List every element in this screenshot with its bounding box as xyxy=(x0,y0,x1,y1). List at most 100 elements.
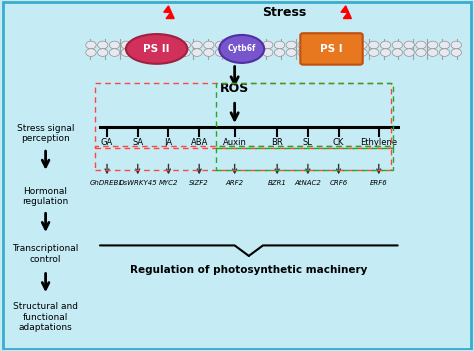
Circle shape xyxy=(428,41,438,49)
Circle shape xyxy=(192,49,202,57)
Text: Regulation of photosynthetic machinery: Regulation of photosynthetic machinery xyxy=(130,265,367,274)
Text: SlZF2: SlZF2 xyxy=(189,180,209,186)
Circle shape xyxy=(451,41,462,49)
Text: Cytb6f: Cytb6f xyxy=(228,45,256,53)
Circle shape xyxy=(392,41,402,49)
Text: MYC2: MYC2 xyxy=(159,180,178,186)
Text: AtNAC2: AtNAC2 xyxy=(294,180,321,186)
Circle shape xyxy=(98,49,108,57)
Circle shape xyxy=(357,41,367,49)
Circle shape xyxy=(133,41,143,49)
Ellipse shape xyxy=(126,34,187,64)
Circle shape xyxy=(204,49,214,57)
Circle shape xyxy=(156,49,167,57)
Circle shape xyxy=(227,49,237,57)
Text: ABA: ABA xyxy=(191,138,208,147)
Text: PS II: PS II xyxy=(144,44,170,54)
Circle shape xyxy=(133,49,143,57)
Text: Stress signal
perception: Stress signal perception xyxy=(17,124,74,143)
Circle shape xyxy=(251,41,261,49)
Circle shape xyxy=(451,49,462,57)
Circle shape xyxy=(251,49,261,57)
Text: GA: GA xyxy=(101,138,113,147)
Circle shape xyxy=(345,49,356,57)
Text: OsWRKY45: OsWRKY45 xyxy=(118,180,157,186)
Circle shape xyxy=(298,49,308,57)
Circle shape xyxy=(286,41,297,49)
FancyBboxPatch shape xyxy=(301,33,363,65)
Bar xyxy=(216,146,393,170)
Circle shape xyxy=(298,41,308,49)
Circle shape xyxy=(98,41,108,49)
Circle shape xyxy=(239,49,249,57)
Text: Transcriptional
control: Transcriptional control xyxy=(12,244,79,264)
Circle shape xyxy=(180,41,191,49)
Circle shape xyxy=(439,49,450,57)
Circle shape xyxy=(263,41,273,49)
Circle shape xyxy=(109,41,120,49)
Circle shape xyxy=(380,49,391,57)
Circle shape xyxy=(274,41,285,49)
Text: SA: SA xyxy=(132,138,143,147)
Circle shape xyxy=(109,49,120,57)
Text: BZR1: BZR1 xyxy=(268,180,287,186)
Text: CRF6: CRF6 xyxy=(329,180,348,186)
Polygon shape xyxy=(164,6,174,19)
Circle shape xyxy=(428,49,438,57)
Circle shape xyxy=(404,49,414,57)
Circle shape xyxy=(333,41,344,49)
Circle shape xyxy=(145,49,155,57)
Circle shape xyxy=(168,41,179,49)
Circle shape xyxy=(286,49,297,57)
Polygon shape xyxy=(341,6,351,19)
Circle shape xyxy=(86,41,96,49)
Text: CK: CK xyxy=(333,138,344,147)
Circle shape xyxy=(180,49,191,57)
Circle shape xyxy=(416,41,426,49)
Text: ROS: ROS xyxy=(220,82,249,95)
Circle shape xyxy=(274,49,285,57)
Text: JA: JA xyxy=(164,138,173,147)
Circle shape xyxy=(192,41,202,49)
Circle shape xyxy=(168,49,179,57)
Circle shape xyxy=(263,49,273,57)
Circle shape xyxy=(121,41,131,49)
Text: GhDREB1: GhDREB1 xyxy=(90,180,124,186)
Bar xyxy=(216,82,393,147)
Text: ERF6: ERF6 xyxy=(370,180,388,186)
Circle shape xyxy=(369,41,379,49)
Text: Structural and
functional
adaptations: Structural and functional adaptations xyxy=(13,302,78,332)
Circle shape xyxy=(239,41,249,49)
Text: Stress: Stress xyxy=(262,6,306,19)
Circle shape xyxy=(215,49,226,57)
Circle shape xyxy=(204,41,214,49)
Text: SL: SL xyxy=(303,138,313,147)
Bar xyxy=(95,82,391,147)
Circle shape xyxy=(392,49,402,57)
Circle shape xyxy=(369,49,379,57)
Text: PS I: PS I xyxy=(320,44,343,54)
Circle shape xyxy=(156,41,167,49)
Circle shape xyxy=(310,41,320,49)
Text: Ethylene: Ethylene xyxy=(360,138,397,147)
Circle shape xyxy=(227,41,237,49)
Circle shape xyxy=(333,49,344,57)
Circle shape xyxy=(404,41,414,49)
Circle shape xyxy=(321,49,332,57)
Circle shape xyxy=(380,41,391,49)
Circle shape xyxy=(416,49,426,57)
Text: ARF2: ARF2 xyxy=(226,180,244,186)
Text: Hormonal
regulation: Hormonal regulation xyxy=(22,187,69,206)
Text: Auxin: Auxin xyxy=(223,138,246,147)
Circle shape xyxy=(145,41,155,49)
Text: BR: BR xyxy=(271,138,283,147)
Bar xyxy=(95,146,391,170)
Circle shape xyxy=(439,41,450,49)
Circle shape xyxy=(345,41,356,49)
Circle shape xyxy=(86,49,96,57)
Circle shape xyxy=(321,41,332,49)
Ellipse shape xyxy=(219,35,264,63)
Circle shape xyxy=(215,41,226,49)
Circle shape xyxy=(310,49,320,57)
Circle shape xyxy=(121,49,131,57)
